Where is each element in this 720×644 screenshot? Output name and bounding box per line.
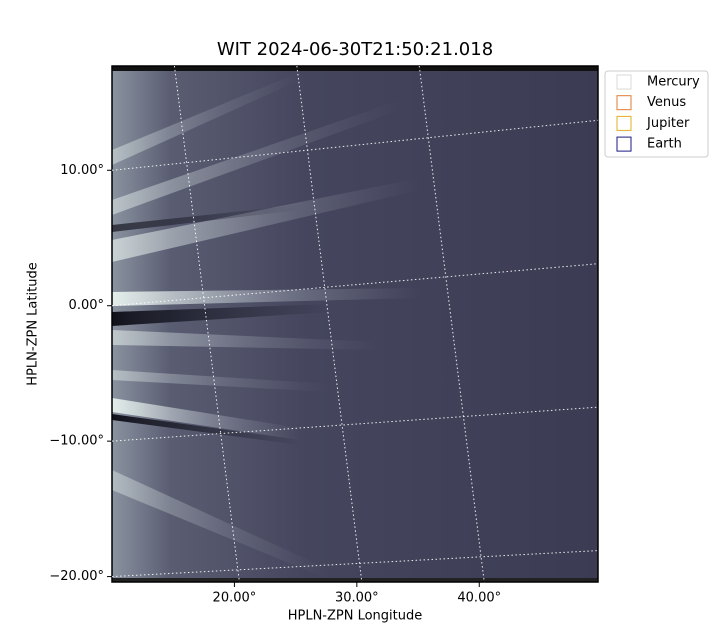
grid-line <box>418 65 485 583</box>
y-tick-label: 0.00° <box>69 298 104 313</box>
legend-swatch <box>616 95 632 111</box>
legend-swatch <box>616 115 632 131</box>
grid-line <box>173 65 240 583</box>
legend-label: Earth <box>647 137 682 152</box>
legend-swatch <box>616 136 632 152</box>
grid-line <box>111 263 599 307</box>
legend-label: Jupiter <box>646 116 690 131</box>
grid-line <box>111 550 599 578</box>
grid-line <box>111 119 599 171</box>
chart-title: WIT 2024-06-30T21:50:21.018 <box>217 39 493 60</box>
image <box>112 66 598 582</box>
legend-swatch <box>616 74 632 90</box>
grid-line <box>111 406 599 442</box>
x-axis-label: HPLN-ZPN Longitude <box>288 609 423 624</box>
y-axis-label: HPLN-ZPN Latitude <box>26 262 41 385</box>
legend-label: Venus <box>647 95 686 110</box>
y-tick-label: −10.00° <box>49 434 104 449</box>
legend <box>604 70 709 158</box>
x-tick-label: 40.00° <box>457 591 501 606</box>
y-tick-label: 10.00° <box>60 163 104 178</box>
grid-line <box>296 65 363 583</box>
x-tick-label: 30.00° <box>335 591 379 606</box>
plot-frame <box>111 65 599 583</box>
x-tick-label: 20.00° <box>213 591 257 606</box>
legend-label: Mercury <box>647 75 700 90</box>
y-tick-label: −20.00° <box>49 569 104 584</box>
